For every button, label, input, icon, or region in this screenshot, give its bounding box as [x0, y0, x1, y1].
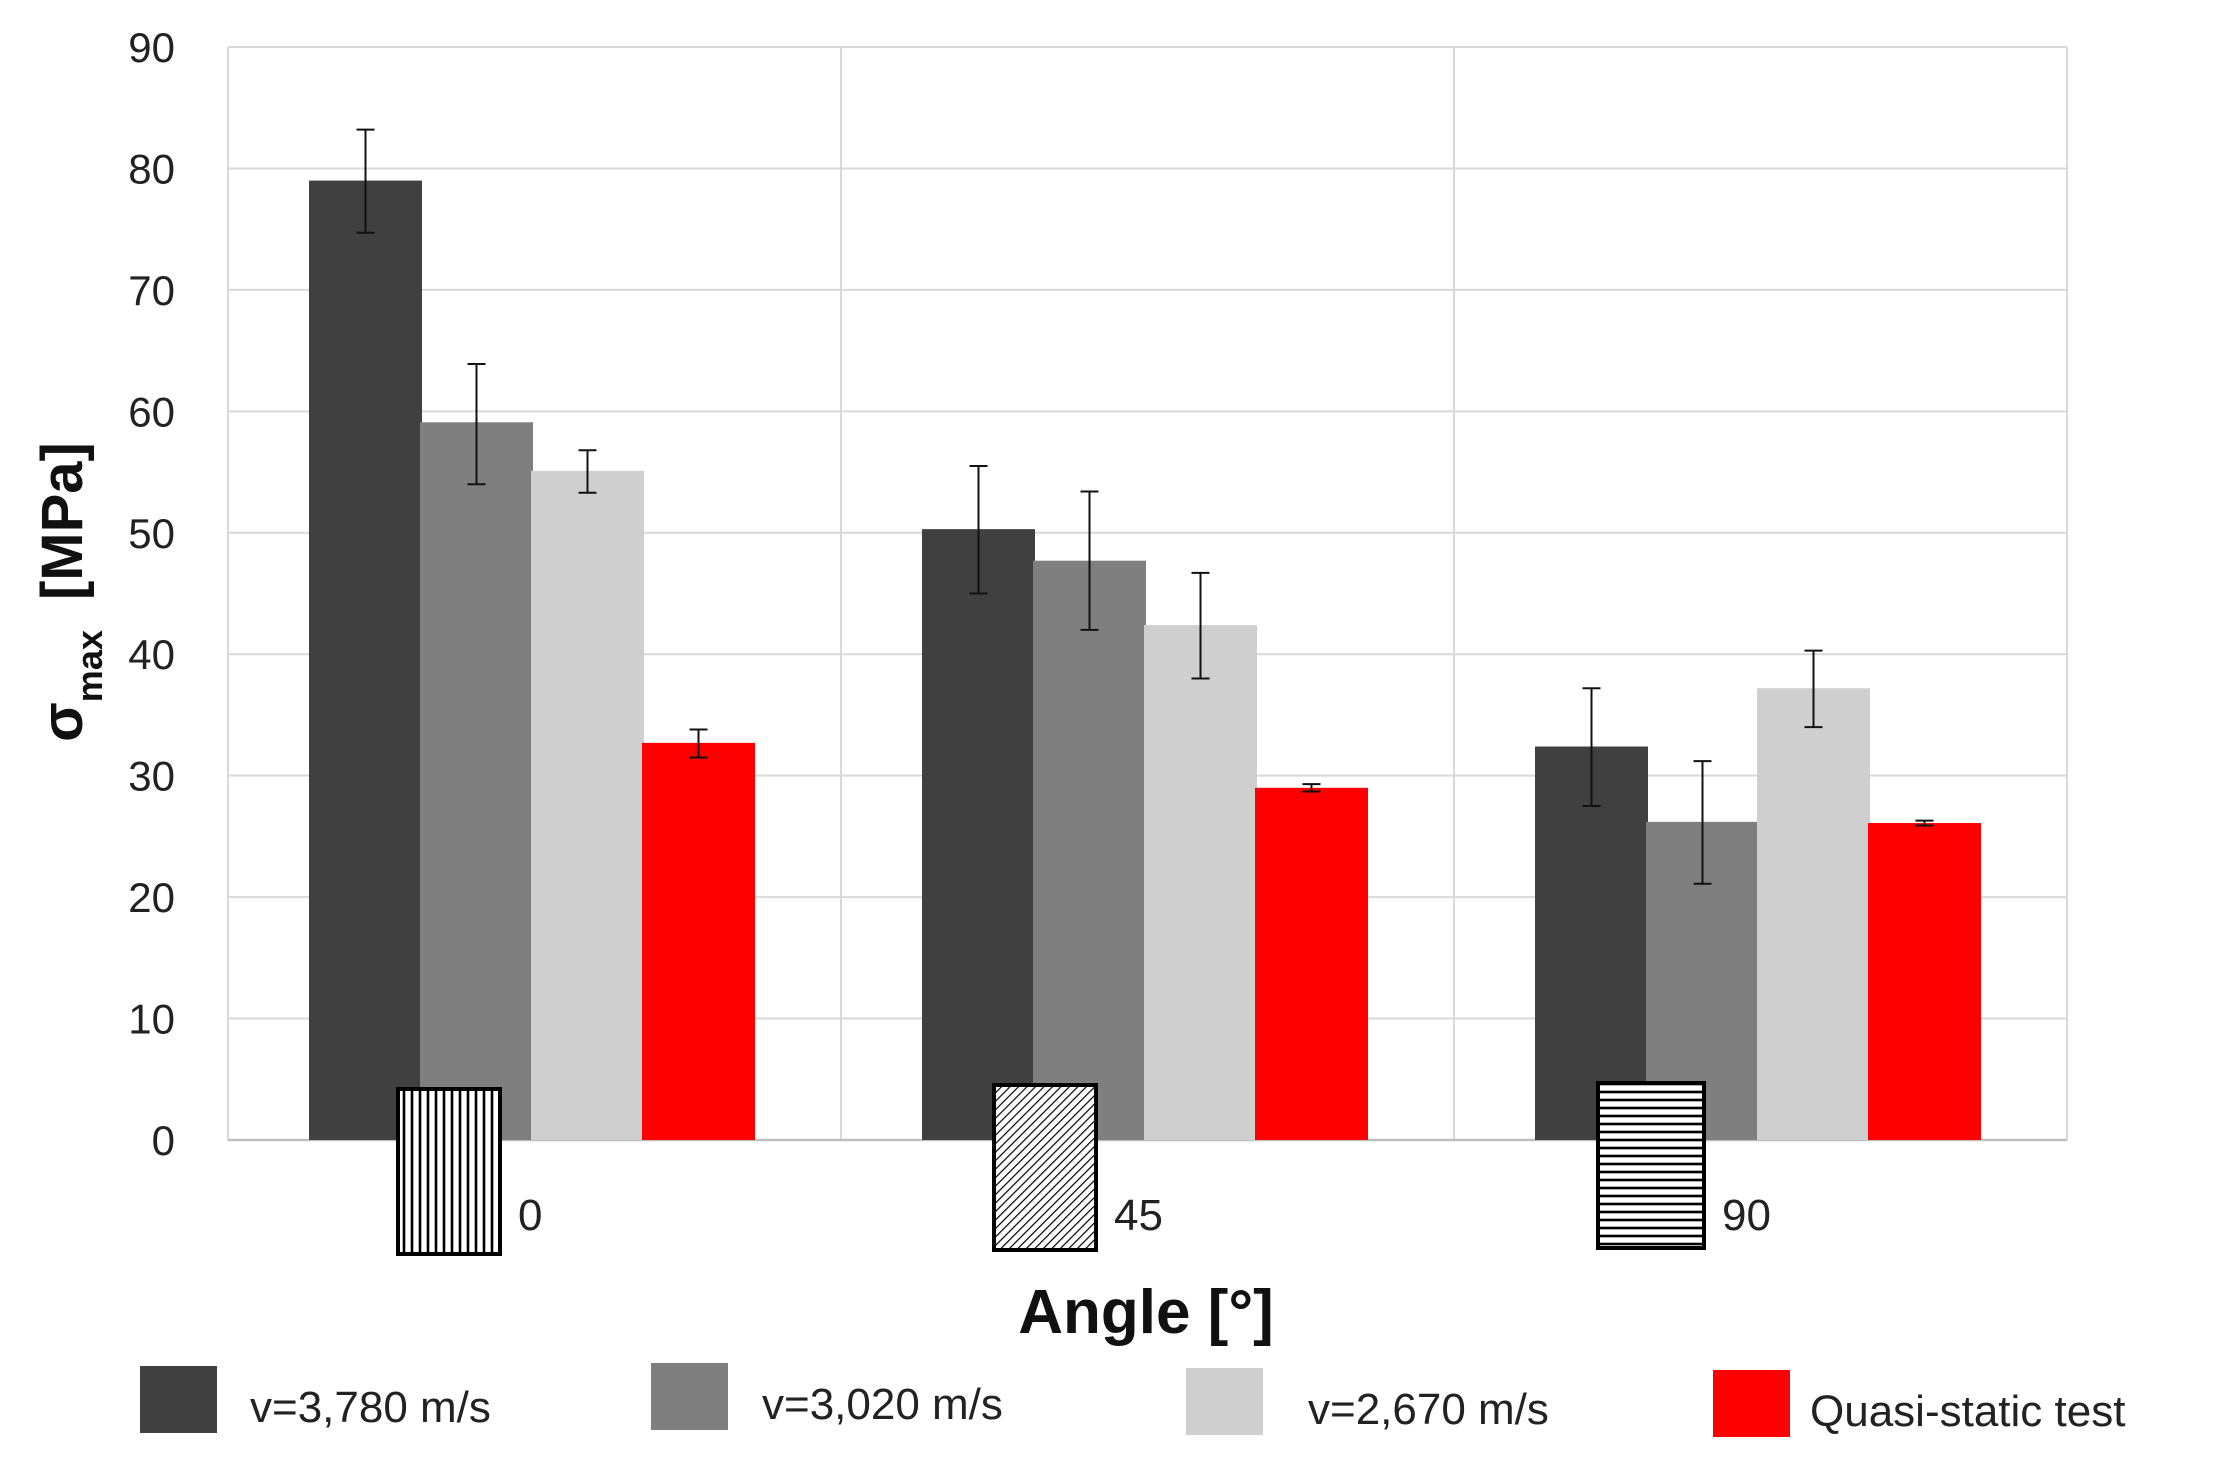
bar-v-2-670-m-s-0: [531, 470, 644, 1140]
legend-swatch: [1713, 1370, 1790, 1437]
y-tick-label: 60: [128, 388, 175, 435]
y-axis-unit: [MPa]: [30, 442, 95, 616]
y-tick-label: 20: [128, 874, 175, 921]
y-tick-label: 0: [152, 1117, 175, 1164]
bar-v-3-780-m-s-90: [1535, 746, 1648, 1140]
legend-label: Quasi-static test: [1810, 1387, 2125, 1436]
x-axis-title: Angle [°]: [1018, 1278, 1274, 1347]
legend-swatch: [140, 1366, 217, 1433]
y-tick-label: 40: [128, 631, 175, 678]
bar-v-3-780-m-s-0: [309, 180, 422, 1141]
bar-v-2-670-m-s-90: [1757, 688, 1870, 1140]
legend-label: v=2,670 m/s: [1308, 1385, 1549, 1434]
bar-v-3-020-m-s-0: [420, 422, 533, 1141]
error-bars: [356, 128, 1934, 885]
y-tick-label: 70: [128, 267, 175, 314]
legend-label: v=3,020 m/s: [762, 1380, 1003, 1429]
x-category-label: 45: [1114, 1191, 1163, 1240]
y-axis-symbol: σ: [30, 702, 95, 742]
x-category-label: 90: [1722, 1191, 1771, 1240]
bar-quasi-static-test-0: [642, 742, 755, 1140]
legend-swatch: [651, 1363, 728, 1430]
horizontal-stripes-icon: [1596, 1081, 1706, 1250]
vertical-stripes-icon: [396, 1087, 502, 1256]
fiber-orientation-icons: [396, 1081, 1706, 1256]
bar-v-3-020-m-s-45: [1033, 560, 1146, 1140]
y-tick-label: 80: [128, 145, 175, 192]
x-category-label: 0: [518, 1191, 542, 1240]
legend: v=3,780 m/s v=3,020 m/s v=2,670 m/s Quasi-s…: [140, 1363, 2125, 1437]
legend-label: v=3,780 m/s: [250, 1383, 491, 1432]
y-tick-label: 30: [128, 753, 175, 800]
bar-v-3-780-m-s-45: [922, 529, 1035, 1140]
bar-quasi-static-test-45: [1255, 787, 1368, 1140]
legend-swatch: [1186, 1368, 1263, 1435]
y-tick-label: 90: [128, 24, 175, 71]
bar-v-2-670-m-s-45: [1144, 625, 1257, 1140]
labels: 0 10 20 30 40 50 60 70 80 90 0 45 90 Angle [°] σmax [M…: [30, 24, 1771, 1347]
y-tick-label: 50: [128, 510, 175, 557]
y-tick-label: 10: [128, 996, 175, 1043]
diagonal-hatch-icon: [992, 1083, 1098, 1252]
bars: [309, 180, 1981, 1141]
y-axis-subscript: max: [69, 630, 110, 702]
y-axis-title: σmax [MPa]: [30, 442, 110, 742]
bar-quasi-static-test-90: [1868, 823, 1981, 1140]
